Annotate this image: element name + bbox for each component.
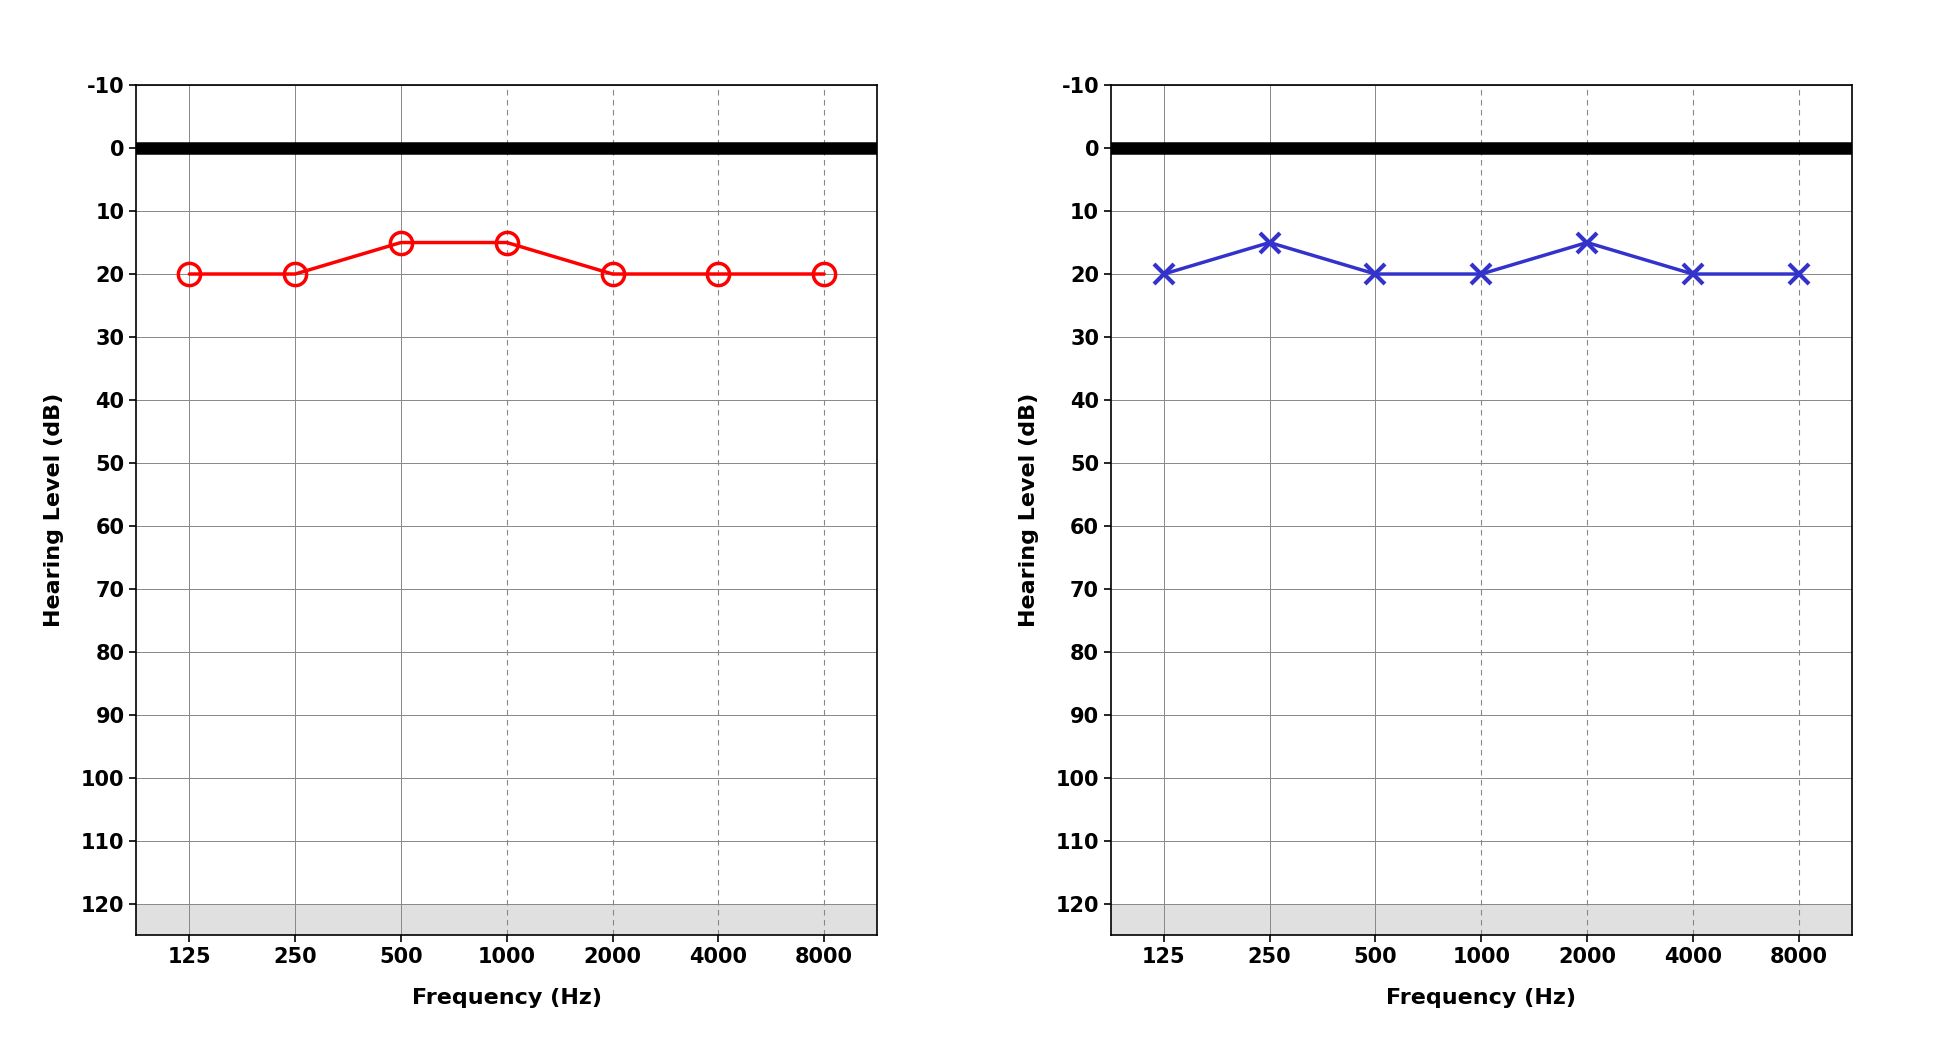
X-axis label: Frequency (Hz): Frequency (Hz)	[411, 989, 602, 1008]
Bar	[1110, 904, 1851, 935]
Y-axis label: Hearing Level (dB): Hearing Level (dB)	[1019, 393, 1038, 627]
Y-axis label: Hearing Level (dB): Hearing Level (dB)	[45, 393, 64, 627]
X-axis label: Frequency (Hz): Frequency (Hz)	[1385, 989, 1576, 1008]
Bar	[136, 904, 877, 935]
